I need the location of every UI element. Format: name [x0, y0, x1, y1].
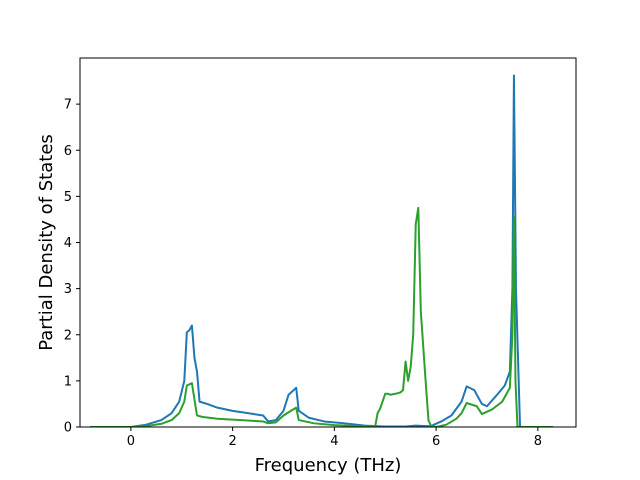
x-tick-label: 6 — [432, 434, 440, 449]
y-tick-label: 0 — [64, 421, 72, 436]
x-axis: 0 2 4 6 8 — [127, 427, 542, 449]
y-axis: 0 1 2 3 4 5 6 7 — [64, 98, 80, 436]
y-tick-label: 4 — [64, 236, 72, 251]
y-tick-label: 1 — [64, 374, 72, 389]
y-tick-label: 2 — [64, 328, 72, 343]
series-line-2 — [90, 206, 554, 427]
x-axis-title: Frequency (THz) — [255, 455, 402, 476]
y-axis-title: Partial Density of States — [36, 134, 57, 351]
x-tick-label: 2 — [228, 434, 236, 449]
y-tick-label: 5 — [64, 190, 72, 205]
y-tick-label: 6 — [64, 144, 72, 159]
y-tick-label: 7 — [64, 98, 72, 113]
x-tick-label: 0 — [127, 434, 135, 449]
x-tick-label: 4 — [330, 434, 338, 449]
y-tick-label: 3 — [64, 282, 72, 297]
x-tick-label: 8 — [534, 434, 542, 449]
plot-area — [90, 74, 554, 427]
series-line-1 — [90, 74, 554, 427]
